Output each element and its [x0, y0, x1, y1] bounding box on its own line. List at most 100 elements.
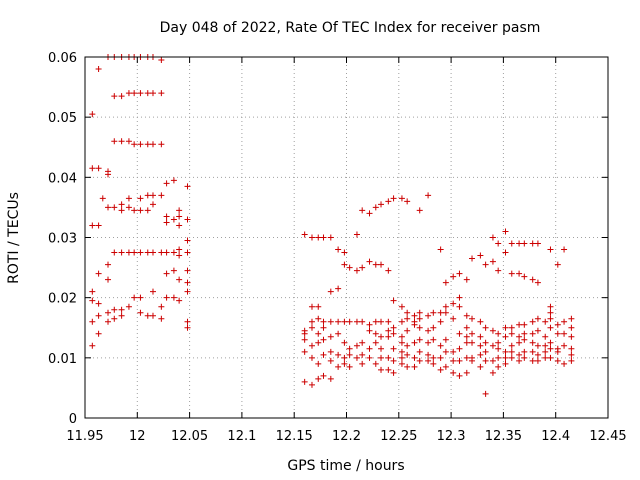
data-point [184, 216, 191, 223]
data-point [542, 318, 549, 325]
data-point [398, 195, 405, 202]
data-point [542, 333, 549, 340]
data-point [516, 321, 523, 328]
data-point [105, 168, 112, 175]
data-point [385, 366, 392, 373]
data-point [346, 264, 353, 271]
data-point [335, 351, 342, 358]
data-points [89, 54, 575, 397]
data-point [508, 348, 515, 355]
data-point [534, 279, 541, 286]
data-point [554, 330, 561, 337]
data-point [385, 354, 392, 361]
data-point [320, 234, 327, 241]
data-point [542, 348, 549, 355]
data-point [105, 204, 112, 211]
data-point [111, 204, 118, 211]
data-point [118, 138, 125, 145]
data-point [450, 348, 457, 355]
data-point [542, 354, 549, 361]
data-point [568, 324, 575, 331]
data-point [125, 249, 132, 256]
data-point [176, 213, 183, 220]
data-point [521, 330, 528, 337]
data-point [341, 261, 348, 268]
data-point [131, 249, 138, 256]
data-point [105, 276, 112, 283]
data-point [163, 270, 170, 277]
data-point [346, 351, 353, 358]
data-point [568, 351, 575, 358]
data-point [149, 192, 156, 199]
data-point [529, 240, 536, 247]
data-point [489, 342, 496, 349]
data-point [416, 357, 423, 364]
data-point [516, 339, 523, 346]
data-point [176, 222, 183, 229]
data-point [502, 249, 509, 256]
data-point [456, 372, 463, 379]
data-point [378, 318, 385, 325]
data-point [301, 327, 308, 334]
data-point [561, 318, 568, 325]
data-point [554, 345, 561, 352]
data-point [125, 195, 132, 202]
data-point [398, 303, 405, 310]
data-point [390, 330, 397, 337]
data-point [516, 270, 523, 277]
data-point [341, 339, 348, 346]
data-point [547, 324, 554, 331]
data-point [144, 192, 151, 199]
data-point [372, 330, 379, 337]
data-point [335, 246, 342, 253]
data-point [521, 321, 528, 328]
data-point [534, 240, 541, 247]
data-point [320, 372, 327, 379]
data-point [353, 231, 360, 238]
data-point [125, 204, 132, 211]
data-point [534, 357, 541, 364]
data-point [416, 315, 423, 322]
data-point [442, 303, 449, 310]
data-point [508, 330, 515, 337]
data-point [353, 342, 360, 349]
y-tick-label: 0.04 [48, 171, 77, 186]
data-point [105, 309, 112, 316]
data-point [495, 267, 502, 274]
data-point [508, 324, 515, 331]
data-point [95, 330, 102, 337]
data-point [163, 219, 170, 226]
data-point [320, 336, 327, 343]
data-point [176, 276, 183, 283]
x-tick-label: 12.35 [485, 429, 522, 444]
data-point [477, 363, 484, 370]
data-point [366, 258, 373, 265]
data-point [390, 369, 397, 376]
data-point [534, 342, 541, 349]
data-point [398, 360, 405, 367]
data-point [144, 249, 151, 256]
data-point [118, 207, 125, 214]
data-point [353, 354, 360, 361]
data-point [521, 240, 528, 247]
data-point [425, 351, 432, 358]
data-point [149, 141, 156, 148]
data-point [137, 249, 144, 256]
data-point [482, 348, 489, 355]
data-point [315, 330, 322, 337]
data-point [398, 348, 405, 355]
data-point [359, 360, 366, 367]
data-point [346, 345, 353, 352]
data-point [301, 231, 308, 238]
data-point [463, 339, 470, 346]
data-point [95, 165, 102, 172]
data-point [547, 339, 554, 346]
data-point [118, 306, 125, 313]
data-point [158, 90, 165, 97]
data-point [131, 294, 138, 301]
data-point [385, 267, 392, 274]
data-point [184, 279, 191, 286]
y-tick-label: 0.03 [48, 232, 77, 247]
data-point [89, 342, 96, 349]
data-point [547, 303, 554, 310]
